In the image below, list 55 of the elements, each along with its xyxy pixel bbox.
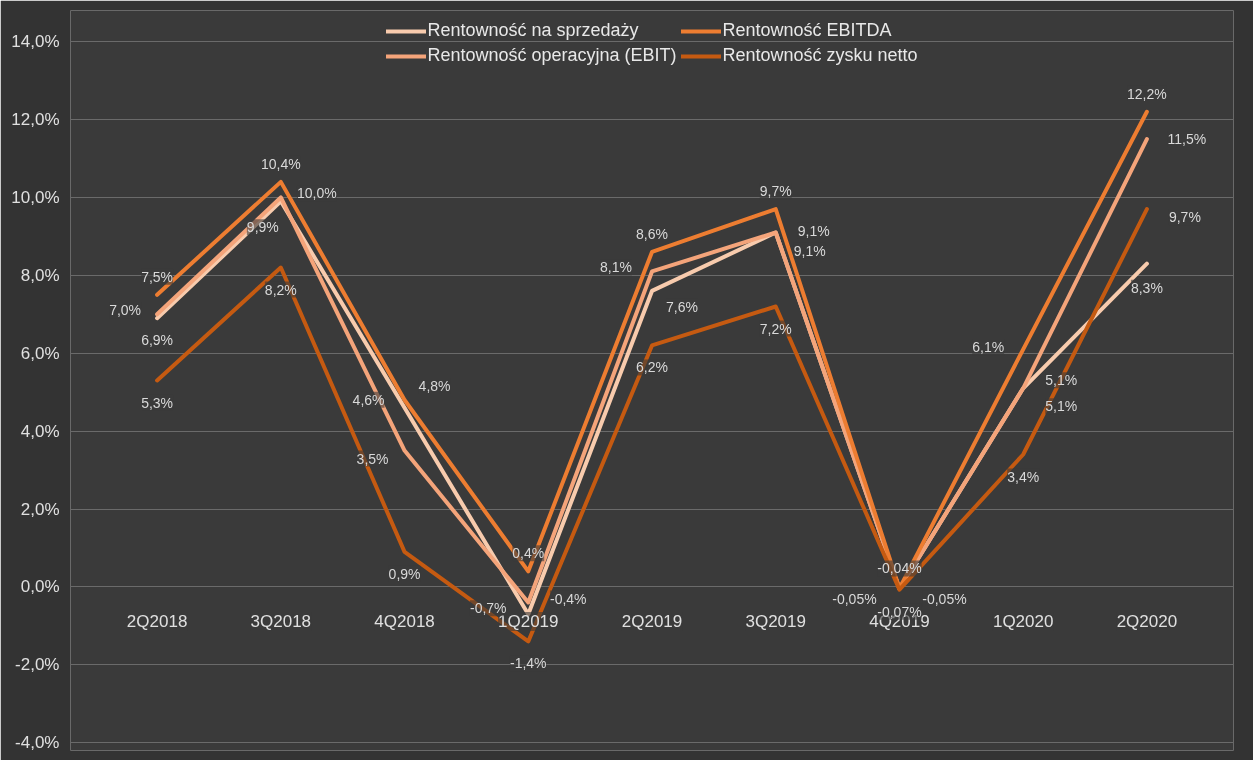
x-tick-label: 1Q2020 (992, 611, 1054, 631)
data-label: 9,1% (797, 222, 830, 239)
data-label: -0,04% (877, 560, 922, 577)
y-tick-label: -4,0% (15, 733, 60, 753)
y-tick-label: 0,0% (20, 577, 60, 597)
data-label: 9,1% (793, 242, 826, 259)
legend-label: Rentowność zysku netto (722, 45, 918, 66)
data-label: 10,4% (260, 155, 301, 172)
data-label: 7,0% (109, 302, 142, 319)
data-label: 4,6% (352, 391, 385, 408)
legend-label: Rentowność EBITDA (722, 20, 892, 41)
y-tick-label: 4,0% (20, 421, 60, 441)
data-label: 7,5% (141, 268, 174, 285)
data-label: 6,1% (972, 339, 1005, 356)
data-label: 11,5% (1167, 131, 1207, 148)
data-label: 3,4% (1007, 468, 1040, 485)
y-tick-label: 12,0% (11, 110, 60, 130)
x-tick-label: 3Q2018 (250, 611, 312, 631)
legend-label: Rentowność operacyjna (EBIT) (427, 45, 677, 66)
y-tick-label: -2,0% (15, 655, 60, 675)
y-tick-label: 14,0% (11, 32, 60, 52)
data-label: 5,1% (1045, 398, 1078, 415)
data-label: 8,3% (1130, 279, 1163, 296)
data-label: 9,7% (1168, 209, 1201, 226)
data-label: 8,1% (600, 259, 632, 276)
data-label: 8,2% (264, 281, 297, 298)
data-label: 3,5% (356, 450, 389, 467)
data-label: -0,05% (922, 590, 967, 607)
x-tick-label: 2Q2020 (1116, 611, 1178, 631)
legend-label: Rentowność na sprzedaży (427, 20, 639, 41)
data-label: 7,2% (759, 320, 792, 337)
x-tick-label: 2Q2018 (126, 611, 188, 631)
data-label: 10,0% (296, 185, 337, 202)
data-label: 7,6% (666, 298, 698, 315)
data-label: -0,05% (832, 590, 877, 607)
y-tick-label: 6,0% (20, 343, 60, 363)
y-tick-label: 8,0% (20, 265, 60, 285)
x-tick-label: 3Q2019 (745, 611, 806, 631)
x-tick-label: 4Q2018 (374, 611, 435, 631)
data-label: 6,2% (636, 359, 668, 376)
data-label: 4,8% (418, 377, 451, 394)
data-label: 6,9% (141, 332, 174, 349)
data-label: 12,2% (1127, 85, 1167, 102)
data-label: 9,9% (246, 219, 279, 236)
data-label: 8,6% (636, 225, 668, 242)
data-label: 9,7% (759, 183, 792, 200)
data-label: 5,3% (141, 394, 174, 411)
y-tick-label: 10,0% (11, 187, 60, 207)
data-label: -1,4% (509, 655, 547, 672)
x-tick-label: 2Q2019 (621, 611, 683, 631)
data-label: 5,1% (1045, 372, 1078, 389)
data-label: 0,4% (512, 545, 545, 562)
y-tick-label: 2,0% (20, 499, 60, 519)
data-label: -0,4% (549, 590, 587, 607)
data-label: 0,9% (388, 565, 421, 582)
